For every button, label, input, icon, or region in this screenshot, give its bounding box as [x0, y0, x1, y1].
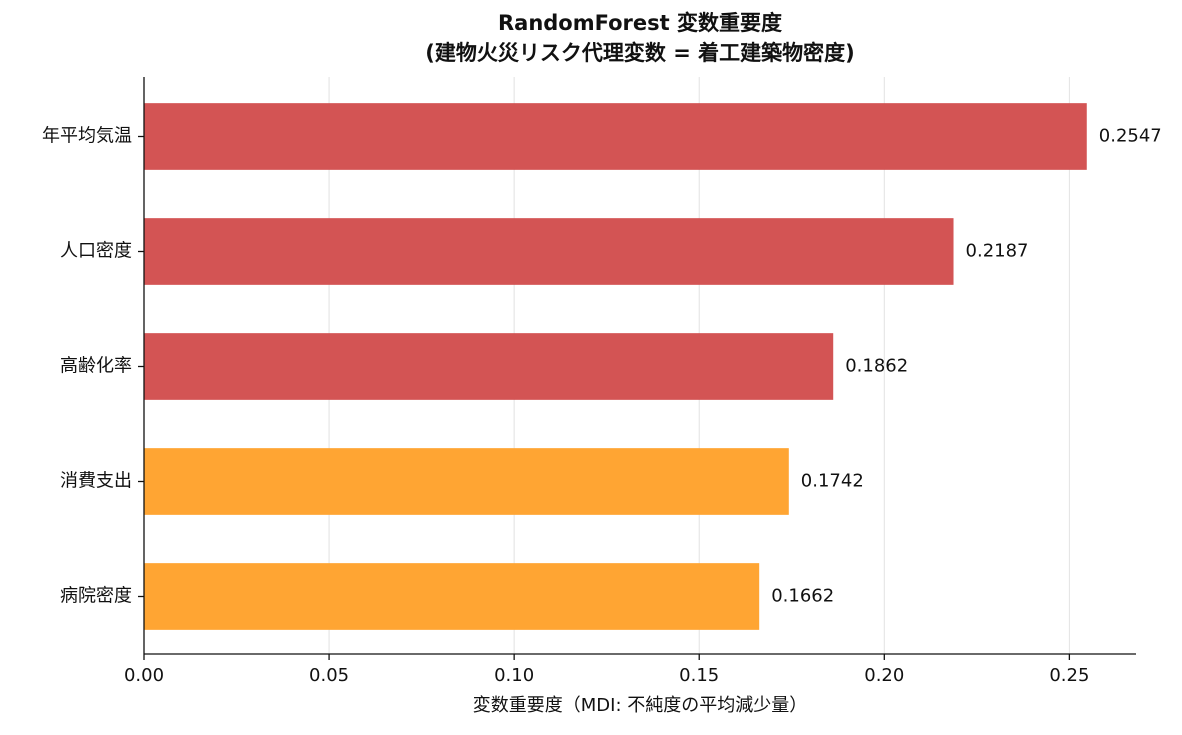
x-axis-label: 変数重要度（MDI: 不純度の平均減少量）	[473, 695, 807, 716]
x-tick-label: 0.15	[679, 665, 719, 686]
x-tick-label: 0.05	[309, 665, 349, 686]
value-label: 0.1742	[801, 471, 864, 492]
y-tick-label: 高齢化率	[60, 356, 132, 377]
bar	[144, 333, 834, 400]
chart-title: (建物火災リスク代理変数 = 着工建築物密度)	[425, 41, 854, 65]
value-label: 0.2187	[966, 241, 1029, 262]
bar	[144, 563, 760, 630]
value-label: 0.2547	[1099, 126, 1162, 147]
bar	[144, 218, 954, 285]
bar	[144, 448, 789, 515]
x-tick-label: 0.20	[864, 665, 904, 686]
bar	[144, 103, 1087, 170]
y-tick-label: 人口密度	[60, 241, 132, 262]
x-tick-label: 0.10	[494, 665, 534, 686]
x-tick-label: 0.00	[124, 665, 164, 686]
value-label: 0.1662	[771, 586, 834, 607]
y-tick-label: 病院密度	[60, 586, 132, 607]
chart-title: RandomForest 変数重要度	[498, 11, 782, 35]
y-tick-label: 消費支出	[60, 471, 132, 492]
y-tick-label: 年平均気温	[42, 126, 132, 147]
x-tick-label: 0.25	[1049, 665, 1089, 686]
value-label: 0.1862	[845, 356, 908, 377]
